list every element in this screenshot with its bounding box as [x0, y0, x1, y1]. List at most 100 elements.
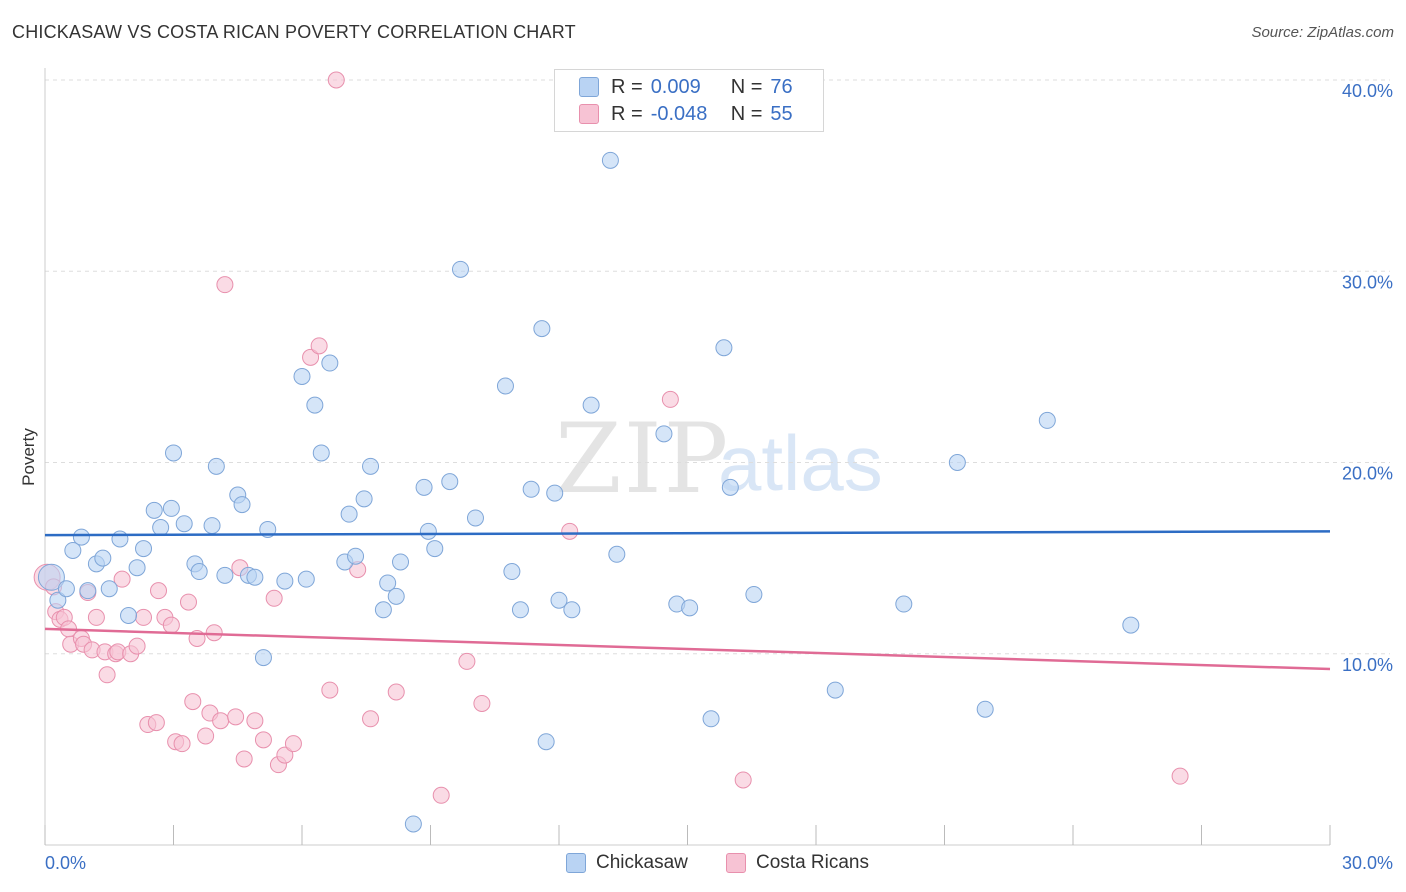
axes — [44, 68, 1331, 846]
chickasaw-point — [37, 563, 65, 591]
chickasaw-point — [203, 517, 221, 535]
chickasaw-point — [546, 484, 564, 502]
chickasaw-point — [297, 570, 315, 588]
costa-ricans-point — [265, 589, 283, 607]
y-tick-label: 30.0% — [1342, 272, 1393, 292]
chickasaw-point — [503, 563, 521, 581]
chickasaw-point — [340, 505, 358, 523]
chickasaw-point — [162, 499, 180, 517]
costa-ricans-point — [246, 712, 264, 730]
chickasaw-point — [79, 582, 97, 600]
costa-ricans-point — [150, 582, 168, 600]
x-tick-label: 0.0% — [45, 853, 86, 873]
source-credit: Source: ZipAtlas.com — [1251, 24, 1394, 41]
bottom-legend-label: Costa Ricans — [756, 852, 869, 873]
chickasaw-point — [190, 563, 208, 581]
chickasaw-point — [135, 540, 153, 558]
chickasaw-point — [233, 496, 251, 514]
chickasaw-point — [976, 700, 994, 718]
x-tick-labels: 0.0% 30.0% — [45, 853, 1393, 873]
costa-ricans-point — [327, 71, 345, 89]
chickasaw-point — [466, 509, 484, 527]
costa-ricans-point — [362, 710, 380, 728]
costa-ricans-point — [113, 570, 131, 588]
chickasaw-point — [721, 478, 739, 496]
costa-ricans-point — [458, 652, 476, 670]
chickasaw-point — [895, 595, 913, 613]
costa-ricans-point — [162, 616, 180, 634]
trend-lines — [44, 530, 1331, 671]
costa-ricans-point — [561, 522, 579, 540]
y-tick-labels: 10.0% 20.0% 30.0% 40.0% — [1342, 81, 1393, 675]
costa-ricans-point — [205, 624, 223, 642]
costa-ricans-point — [1171, 767, 1189, 785]
chickasaw-point — [306, 396, 324, 414]
costa-ricans-point — [87, 608, 105, 626]
chickasaw-point — [563, 601, 581, 619]
chickasaw-point — [496, 377, 514, 395]
chickasaw-point — [608, 545, 626, 563]
costa-ricans-point — [227, 708, 245, 726]
costa-ricans-swatch — [579, 104, 599, 124]
costa-ricans-swatch — [726, 853, 746, 873]
costa-ricans-trend-line — [44, 627, 1331, 671]
chickasaw-point — [537, 733, 555, 751]
chickasaw-point — [582, 396, 600, 414]
x-tick-label: 30.0% — [1342, 853, 1393, 873]
costa-ricans-point — [197, 727, 215, 745]
chickasaw-point — [207, 457, 225, 475]
chickasaw-point — [49, 591, 67, 609]
chickasaw-point — [702, 710, 720, 728]
costa-ricans-point — [173, 735, 191, 753]
chickasaw-point — [64, 541, 82, 559]
costa-ricans-point — [135, 608, 153, 626]
chickasaw-point — [145, 501, 163, 519]
legend-n-value: 55 — [770, 102, 793, 125]
chickasaw-point — [415, 478, 433, 496]
chickasaw-point — [451, 260, 469, 278]
y-tick-label: 10.0% — [1342, 655, 1393, 675]
chickasaw-point — [387, 587, 405, 605]
chickasaw-point — [441, 473, 459, 491]
chickasaw-point — [276, 572, 294, 590]
costa-ricans-point — [432, 786, 450, 804]
chickasaw-trend-line — [44, 530, 1331, 537]
chickasaw-swatch — [579, 77, 599, 97]
costa-ricans-point — [212, 712, 230, 730]
chickasaw-point — [426, 540, 444, 558]
chickasaw-point — [293, 367, 311, 385]
chickasaw-point — [948, 454, 966, 471]
costa-ricans-point — [128, 637, 146, 655]
costa-ricans-point — [179, 593, 197, 611]
chickasaw-point — [321, 354, 339, 372]
chickasaw-point — [550, 591, 568, 609]
chickasaw-point — [355, 490, 373, 508]
chickasaw-point — [533, 320, 551, 338]
chickasaw-swatch — [566, 853, 586, 873]
chickasaw-points — [37, 151, 1140, 833]
costa-ricans-point — [302, 348, 320, 366]
chickasaw-point — [57, 580, 75, 598]
legend-row-costa-ricans: R = -0.048 N = 55 — [579, 101, 793, 127]
chickasaw-point — [347, 547, 365, 565]
legend-r-label: R = — [611, 75, 643, 98]
chickasaw-point — [254, 649, 272, 667]
costa-ricans-point — [387, 683, 405, 701]
watermark-zip: ZIP — [555, 403, 730, 515]
chickasaw-point — [745, 585, 763, 603]
chickasaw-point — [404, 815, 422, 833]
bottom-legend-chickasaw: Chickasaw — [566, 852, 688, 874]
correlation-legend: R = 0.009 N = 76 R = -0.048 N = 55 — [554, 69, 824, 132]
chickasaw-point — [715, 339, 733, 357]
costa-ricans-point — [473, 694, 491, 712]
chart-title: CHICKASAW VS COSTA RICAN POVERTY CORRELA… — [12, 22, 576, 42]
costa-ricans-point — [254, 731, 272, 749]
chickasaw-point — [175, 515, 193, 533]
chickasaw-point — [379, 574, 397, 592]
legend-row-chickasaw: R = 0.009 N = 76 — [579, 74, 793, 100]
chickasaw-point — [522, 480, 540, 498]
chickasaw-point — [120, 607, 138, 624]
chickasaw-point — [216, 566, 234, 584]
costa-ricans-point — [284, 735, 302, 753]
